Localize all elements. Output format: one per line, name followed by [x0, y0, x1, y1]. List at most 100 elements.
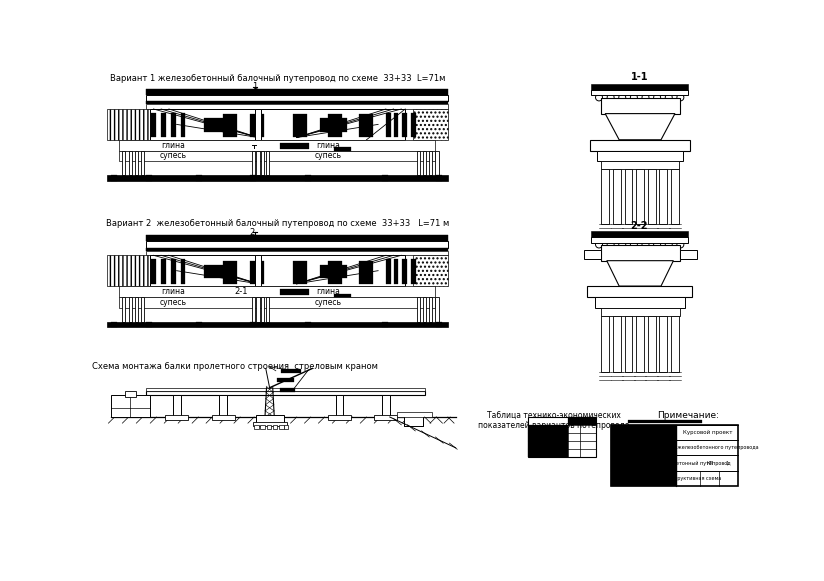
- Bar: [274, 237, 288, 242]
- Bar: [146, 391, 424, 396]
- Bar: [423, 297, 426, 321]
- Bar: [162, 113, 166, 138]
- Circle shape: [653, 241, 661, 248]
- Bar: [636, 316, 644, 372]
- Bar: [351, 237, 365, 242]
- Bar: [119, 150, 435, 162]
- Bar: [180, 259, 185, 284]
- Bar: [429, 150, 433, 175]
- Bar: [659, 169, 667, 224]
- Bar: [602, 169, 609, 224]
- Bar: [394, 91, 408, 95]
- Bar: [231, 237, 245, 242]
- Text: глина: глина: [161, 141, 185, 150]
- Bar: [611, 425, 677, 440]
- Circle shape: [607, 241, 614, 248]
- Bar: [146, 250, 448, 255]
- Bar: [671, 316, 679, 372]
- Bar: [428, 237, 442, 242]
- Circle shape: [665, 241, 672, 248]
- Bar: [648, 316, 656, 372]
- Bar: [611, 471, 677, 486]
- Text: глина: глина: [316, 287, 339, 296]
- Bar: [107, 321, 448, 327]
- Bar: [659, 316, 667, 372]
- Bar: [394, 237, 408, 242]
- Bar: [223, 261, 237, 284]
- Bar: [611, 456, 677, 471]
- Bar: [595, 297, 685, 308]
- Text: 1: 1: [252, 82, 258, 91]
- Bar: [256, 297, 260, 321]
- Bar: [568, 417, 580, 425]
- Circle shape: [642, 241, 649, 248]
- Bar: [583, 250, 601, 259]
- Bar: [386, 113, 391, 138]
- Bar: [151, 113, 156, 138]
- Bar: [250, 114, 265, 138]
- Bar: [281, 370, 301, 373]
- Bar: [597, 150, 683, 162]
- Bar: [428, 91, 442, 95]
- Bar: [146, 105, 448, 109]
- Bar: [146, 101, 448, 105]
- Text: 1-1: 1-1: [630, 72, 648, 82]
- Bar: [119, 286, 435, 297]
- Bar: [293, 261, 307, 284]
- Bar: [580, 417, 596, 425]
- Text: супесь: супесь: [314, 297, 341, 307]
- Bar: [328, 261, 342, 284]
- Bar: [129, 150, 132, 175]
- Text: 2: 2: [249, 228, 255, 236]
- Bar: [611, 440, 677, 456]
- Circle shape: [630, 94, 637, 101]
- Bar: [417, 150, 420, 175]
- Bar: [261, 297, 265, 321]
- Text: 1: 1: [725, 461, 728, 466]
- Bar: [231, 91, 245, 95]
- Bar: [141, 297, 144, 321]
- Bar: [119, 297, 435, 308]
- Bar: [588, 286, 692, 297]
- Text: Курсовой проект: Курсовой проект: [683, 430, 733, 435]
- Bar: [278, 378, 294, 382]
- Bar: [527, 441, 568, 449]
- Bar: [382, 396, 390, 417]
- Bar: [110, 321, 117, 327]
- Bar: [180, 113, 185, 138]
- Bar: [334, 148, 351, 152]
- Bar: [601, 245, 680, 261]
- Bar: [328, 114, 342, 138]
- Text: Примечание:: Примечание:: [657, 411, 719, 420]
- Circle shape: [619, 94, 625, 101]
- Bar: [527, 449, 568, 457]
- Bar: [374, 415, 397, 420]
- Bar: [252, 297, 255, 321]
- Circle shape: [596, 94, 602, 101]
- Text: глина: глина: [316, 141, 339, 150]
- Bar: [165, 415, 188, 420]
- Bar: [196, 321, 202, 327]
- Bar: [107, 175, 448, 181]
- Bar: [173, 396, 180, 417]
- Circle shape: [677, 94, 684, 101]
- Bar: [151, 259, 156, 284]
- Bar: [629, 420, 702, 423]
- Bar: [602, 162, 679, 169]
- Bar: [320, 264, 347, 278]
- Bar: [602, 316, 609, 372]
- Bar: [273, 425, 278, 429]
- Bar: [196, 175, 202, 181]
- Bar: [402, 259, 407, 284]
- Text: Вариант 2  железобетонный балочный путепровод по схеме  33+33   L=71 м: Вариант 2 железобетонный балочный путепр…: [105, 219, 449, 228]
- Bar: [386, 259, 391, 284]
- Bar: [266, 150, 269, 175]
- Bar: [397, 413, 433, 417]
- Bar: [250, 261, 265, 284]
- Bar: [253, 422, 287, 426]
- Bar: [141, 150, 144, 175]
- Bar: [135, 297, 138, 321]
- Bar: [162, 259, 166, 284]
- Text: супесь: супесь: [314, 152, 341, 160]
- Bar: [204, 118, 227, 132]
